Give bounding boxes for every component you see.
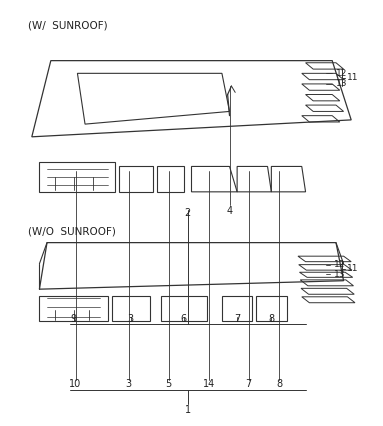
Text: 13: 13: [334, 270, 345, 279]
Text: (W/O  SUNROOF): (W/O SUNROOF): [28, 227, 116, 236]
Text: 12: 12: [336, 69, 347, 78]
Text: 11: 11: [347, 73, 359, 82]
Text: 10: 10: [69, 380, 82, 389]
Text: 11: 11: [347, 265, 359, 273]
Text: 8: 8: [276, 380, 282, 389]
Text: 8: 8: [268, 314, 274, 324]
Text: 3: 3: [126, 380, 132, 389]
Text: 4: 4: [226, 206, 232, 216]
Text: 1: 1: [185, 405, 191, 415]
Text: 5: 5: [165, 380, 172, 389]
Text: 12: 12: [334, 260, 345, 269]
Text: 13: 13: [336, 79, 347, 89]
Text: 3: 3: [128, 314, 134, 324]
Text: 7: 7: [246, 380, 252, 389]
Text: (W/  SUNROOF): (W/ SUNROOF): [28, 20, 108, 30]
Text: 2: 2: [185, 208, 191, 218]
Text: 14: 14: [203, 380, 215, 389]
Text: 7: 7: [234, 314, 240, 324]
Text: 6: 6: [181, 314, 187, 324]
Text: 9: 9: [70, 314, 77, 324]
